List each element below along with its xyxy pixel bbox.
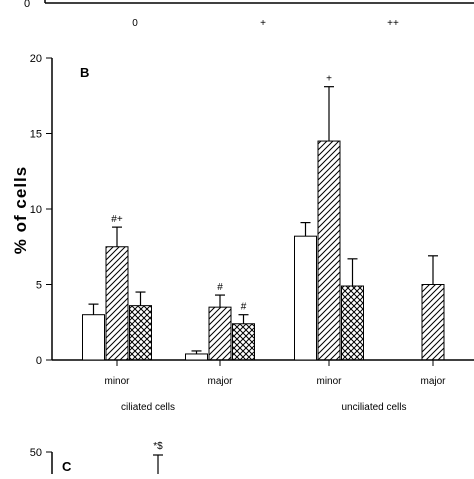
y-tick-label-0: 0 — [36, 355, 42, 367]
bar-1-2 — [232, 323, 255, 361]
x-category-label-3: major — [420, 376, 446, 387]
panel-c-label: C — [62, 459, 72, 474]
annotation-3: + — [326, 74, 332, 85]
bar-1-0 — [185, 353, 208, 361]
bar-3-1 — [421, 284, 445, 361]
y-tick-label-4: 20 — [30, 53, 42, 65]
annotation-1: # — [217, 282, 223, 293]
panel-a-x-tick-1: + — [260, 18, 266, 29]
panel-a-x-tick-0: 0 — [132, 18, 138, 29]
panel-c-annotation: *$ — [153, 441, 163, 452]
panel-c-y-tick-label: 50 — [30, 447, 42, 459]
bar-0-2 — [129, 305, 152, 361]
panel-c-partial: 50 C *$ — [30, 441, 163, 474]
bar-0-1 — [105, 246, 129, 361]
panel-a-x-tick-2: ++ — [387, 18, 399, 29]
bar-2-0 — [294, 235, 317, 361]
x-category-label-1: major — [207, 376, 233, 387]
bar-2-1 — [317, 140, 341, 361]
x-category-label-0: minor — [104, 376, 130, 387]
y-tick-label-1: 5 — [36, 280, 42, 292]
panel-b: B % of cells 0 5 10 15 20 minor major minor majo… — [11, 53, 474, 413]
panel-a-y-tick-label: 0 — [24, 0, 30, 10]
bar-0-0 — [82, 314, 105, 361]
annotation-0: #+ — [111, 214, 123, 225]
y-tick-label-2: 10 — [30, 204, 42, 216]
group-label-1: unciliated cells — [341, 402, 406, 413]
panel-b-plot: 0 5 10 15 20 minor major minor major ciliated cel… — [30, 53, 474, 413]
y-tick-label-3: 15 — [30, 129, 42, 141]
y-axis-title: % of cells — [11, 166, 30, 254]
bar-2-2 — [341, 285, 364, 361]
panel-a-partial: 0 0 + ++ — [24, 0, 474, 29]
panel-b-label: B — [80, 65, 89, 80]
bar-1-1 — [208, 306, 232, 361]
annotation-2: # — [241, 302, 247, 313]
x-category-label-2: minor — [316, 376, 342, 387]
group-label-0: ciliated cells — [121, 402, 175, 413]
